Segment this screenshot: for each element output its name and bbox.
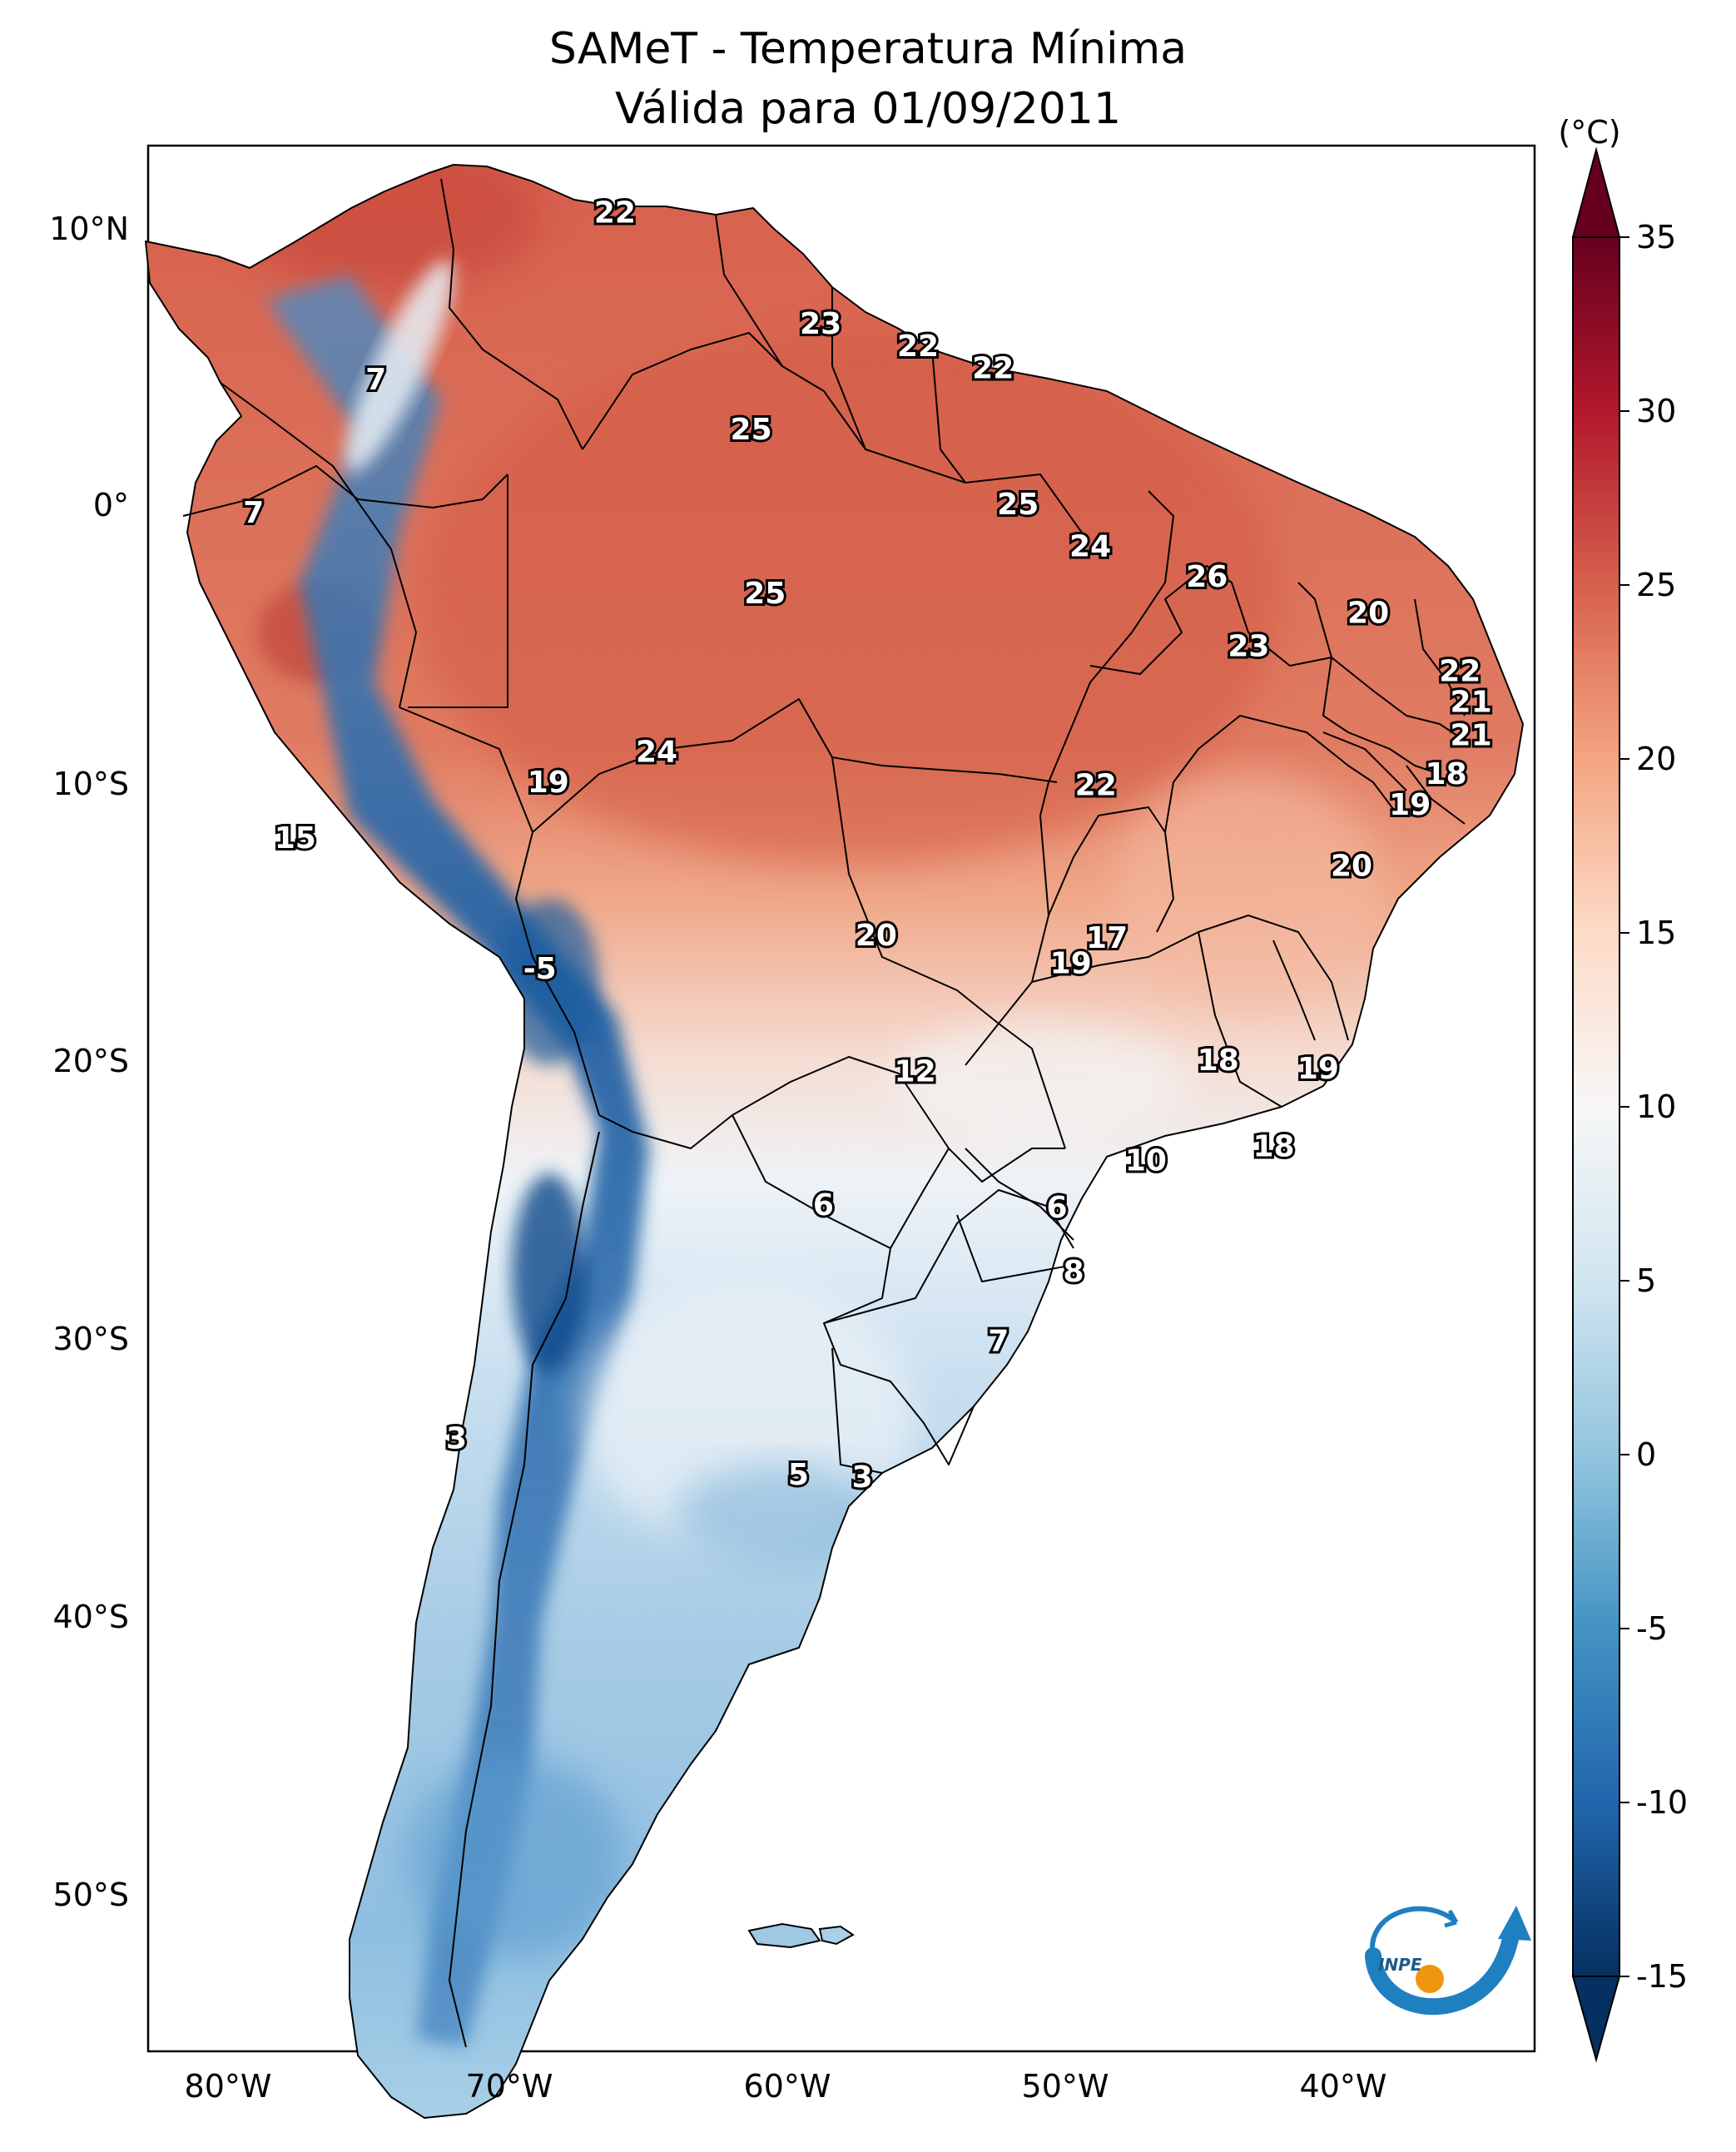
title-line-2: Válida para 01/09/2011	[615, 84, 1121, 134]
logo-swoosh-icon	[1365, 1931, 1519, 2016]
contour-label: 18	[1198, 1044, 1239, 1078]
political-borders	[182, 178, 1466, 2048]
contour-label: 18	[1252, 1130, 1294, 1164]
contour-label: 23	[800, 307, 841, 341]
colorbar-tick-label: -10	[1636, 1784, 1688, 1821]
contour-label: 7	[243, 496, 264, 530]
contour-label: 7	[365, 363, 386, 397]
contour-label: 25	[997, 488, 1039, 522]
contour-label: 18	[1426, 757, 1467, 791]
logo-arrow-icon	[1498, 1906, 1531, 1941]
contour-label: 21	[1451, 718, 1492, 752]
colorbar-tick-label: 0	[1636, 1436, 1656, 1473]
latitude-axis: 10°N 0° 10°S 20°S 30°S 40°S 50°S	[49, 211, 129, 1913]
contour-label: 6	[1046, 1191, 1067, 1225]
contour-label: 22	[1439, 655, 1481, 689]
logo-sun-icon	[1416, 1965, 1444, 1993]
falkland-islands	[747, 1922, 855, 1949]
logo-text: INPE	[1378, 1955, 1422, 1975]
colorbar-tick-label: 30	[1636, 393, 1676, 429]
contour-label: 25	[731, 413, 772, 447]
title-line-1: SAMeT - Temperatura Mínima	[549, 24, 1187, 74]
colorbar-tick-label: 20	[1636, 741, 1676, 777]
contour-label: 7	[988, 1325, 1009, 1359]
contour-label: 12	[895, 1055, 936, 1089]
colorbar-tick-label: 15	[1636, 915, 1676, 951]
colorbar-tick-label: -5	[1636, 1610, 1668, 1647]
colorbar-tick-label: 25	[1636, 567, 1676, 603]
colorbar-min-extend	[1571, 1976, 1621, 2063]
inpe-logo: INPE	[1365, 1906, 1531, 2016]
contour-label: 22	[972, 352, 1014, 386]
colorbar-tick-label: 5	[1636, 1262, 1656, 1299]
contour-label: 6	[813, 1188, 834, 1222]
contour-label: -5	[523, 952, 557, 986]
colorbar-tick-label: -15	[1636, 1958, 1688, 1995]
contour-label: 26	[1186, 560, 1228, 594]
colorbar-tick-label: 10	[1636, 1088, 1676, 1125]
contour-label: 22	[1075, 769, 1117, 803]
lon-tick-70w: 70°W	[466, 2068, 553, 2105]
contour-label: 20	[1347, 596, 1389, 630]
colorbar-unit: (°C)	[1558, 114, 1620, 151]
lat-tick-10s: 10°S	[53, 766, 129, 802]
contour-label: 8	[1063, 1255, 1084, 1289]
contour-label: 19	[1050, 946, 1092, 980]
contour-label: 20	[856, 919, 897, 953]
colorbar-ticks: 35 30 25 20 15 10 5 0 -5 -10 -15	[1619, 219, 1688, 1995]
contour-label: 19	[1389, 788, 1431, 822]
contour-label: 23	[1228, 630, 1269, 664]
lon-tick-40w: 40°W	[1300, 2068, 1387, 2105]
contour-label: 24	[636, 735, 677, 769]
lat-tick-40s: 40°S	[53, 1599, 129, 1635]
colorbar: (°C) 35 30 25 20 15 10 5 0 -5 -10 -15	[1558, 114, 1688, 2063]
longitude-axis: 80°W 70°W 60°W 50°W 40°W	[185, 2068, 1387, 2105]
contour-label: 20	[1331, 849, 1372, 883]
contour-label: 21	[1451, 685, 1492, 719]
contour-label: 22	[594, 196, 636, 231]
colorbar-tick-label: 35	[1636, 219, 1676, 255]
lat-tick-50s: 50°S	[53, 1877, 129, 1913]
contour-label: 3	[446, 1421, 467, 1455]
lat-tick-30s: 30°S	[53, 1321, 129, 1357]
lon-tick-80w: 80°W	[185, 2068, 272, 2105]
contour-label: 19	[528, 766, 569, 800]
colorbar-bar	[1572, 236, 1620, 1977]
contour-label: 10	[1125, 1143, 1167, 1178]
lon-tick-60w: 60°W	[744, 2068, 831, 2105]
lat-tick-10n: 10°N	[49, 211, 129, 247]
contour-label: 3	[852, 1460, 873, 1495]
lon-tick-50w: 50°W	[1022, 2068, 1109, 2105]
colorbar-max-extend	[1571, 146, 1621, 238]
contour-label: 17	[1086, 921, 1128, 955]
contour-label: 15	[275, 821, 316, 855]
lat-tick-0: 0°	[93, 487, 129, 523]
lat-tick-20s: 20°S	[53, 1043, 129, 1079]
contour-label: 24	[1069, 529, 1111, 563]
contour-label: 25	[744, 577, 786, 611]
contour-label: 22	[897, 330, 939, 364]
contour-label: 5	[788, 1458, 809, 1492]
contour-label: 19	[1297, 1052, 1339, 1086]
